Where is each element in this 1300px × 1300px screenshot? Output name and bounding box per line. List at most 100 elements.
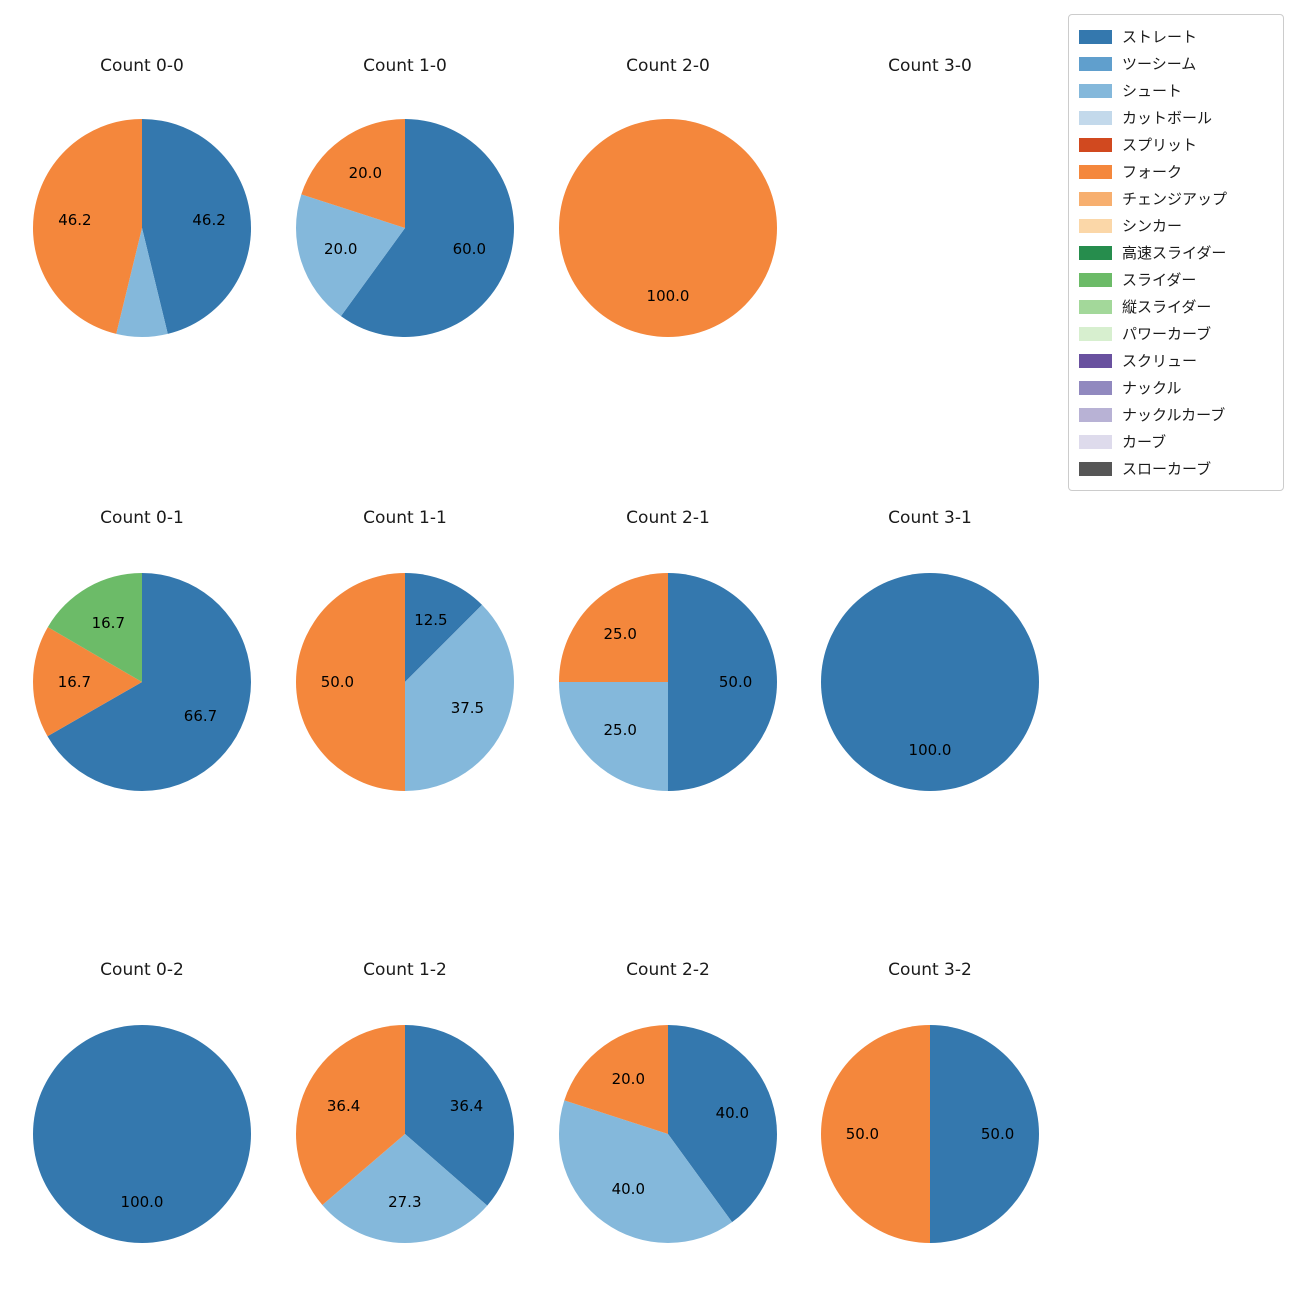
legend: ストレートツーシームシュートカットボール スプリットフォークチェンジアップ シンカー… xyxy=(1068,14,1284,491)
legend-label: ナックル xyxy=(1122,379,1182,397)
legend-item: 縦スライダー xyxy=(1079,293,1273,320)
pie-percent-label: 66.7 xyxy=(183,706,218,725)
legend-label: シュート xyxy=(1122,82,1183,100)
legend-item: ツーシーム xyxy=(1079,50,1273,77)
pie-slice-ストレート xyxy=(668,1025,777,1223)
pie-slice-フォーク xyxy=(32,119,142,334)
pie-slice-ストレート xyxy=(668,573,777,791)
legend-item: フォーク xyxy=(1079,158,1273,185)
legend-item: スライダー xyxy=(1079,266,1273,293)
legend-label: ナックルカーブ xyxy=(1122,406,1226,424)
pie-title: Count 3-2 xyxy=(888,960,972,980)
legend-label: スライダー xyxy=(1122,271,1197,289)
legend-swatch-icon xyxy=(1079,56,1112,71)
legend-item: ナックルカーブ xyxy=(1079,401,1273,428)
pie-title: Count 1-0 xyxy=(363,56,447,76)
legend-label: スクリュー xyxy=(1122,352,1198,370)
pie-percent-label: 25.0 xyxy=(603,625,637,644)
legend-swatch-icon xyxy=(1079,245,1112,260)
legend-item: ストレート xyxy=(1079,23,1273,50)
pie-title: Count 1-1 xyxy=(363,508,447,528)
pie-slice-ストレート xyxy=(930,1025,1039,1243)
pie-percent-label: 50.0 xyxy=(320,673,355,691)
pie-slice-フォーク xyxy=(296,1025,405,1206)
legend-label: スプリット xyxy=(1122,136,1198,154)
pie-title: Count 0-2 xyxy=(100,960,184,980)
legend-swatch-icon xyxy=(1079,137,1112,152)
pie-slice-シュート xyxy=(116,228,168,338)
pie-slice-ストレート xyxy=(405,573,483,682)
legend-item: カーブ xyxy=(1079,428,1273,455)
legend-swatch-icon xyxy=(1079,191,1112,206)
pie-slice-フォーク xyxy=(33,627,142,737)
legend-item: カットボール xyxy=(1079,104,1273,131)
pie-percent-label: 20.0 xyxy=(611,1070,645,1089)
legend-swatch-icon xyxy=(1079,434,1112,449)
pie-slice-フォーク xyxy=(296,573,405,791)
legend-swatch-icon xyxy=(1079,461,1112,476)
pie-slice-ストレート xyxy=(821,573,1039,791)
legend-item: スローカーブ xyxy=(1079,455,1273,482)
legend-swatch-icon xyxy=(1079,164,1112,179)
pie-percent-label: 20.0 xyxy=(348,164,382,183)
pie-title: Count 2-1 xyxy=(626,508,710,528)
pie-percent-label: 46.2 xyxy=(192,211,226,229)
pie-slice-ストレート xyxy=(33,1025,251,1243)
pie-slice-シュート xyxy=(559,682,668,791)
pie-slice-フォーク xyxy=(559,119,777,337)
legend-item: 高速スライダー xyxy=(1079,239,1273,266)
legend-swatch-icon xyxy=(1079,272,1112,287)
legend-label: 縦スライダー xyxy=(1122,298,1212,316)
pie-percent-label: 12.5 xyxy=(414,610,448,629)
legend-swatch-icon xyxy=(1079,83,1112,98)
pie-title: Count 0-0 xyxy=(100,56,184,76)
legend-label: スローカーブ xyxy=(1122,460,1212,478)
pie-slice-ストレート xyxy=(405,1025,514,1206)
legend-item: パワーカーブ xyxy=(1079,320,1273,347)
pie-percent-label: 50.0 xyxy=(980,1125,1015,1143)
legend-swatch-icon xyxy=(1079,326,1112,341)
legend-item: シンカー xyxy=(1079,212,1273,239)
legend-label: チェンジアップ xyxy=(1122,190,1228,208)
legend-swatch-icon xyxy=(1079,299,1112,314)
pie-slice-ストレート xyxy=(47,573,252,791)
legend-swatch-icon xyxy=(1079,407,1112,422)
legend-item: ナックル xyxy=(1079,374,1273,401)
legend-swatch-icon xyxy=(1079,380,1112,395)
pie-percent-label: 100.0 xyxy=(646,286,690,305)
pie-percent-label: 100.0 xyxy=(120,1192,164,1211)
pie-percent-label: 16.7 xyxy=(57,672,92,691)
legend-item: スプリット xyxy=(1079,131,1273,158)
pie-title: Count 3-1 xyxy=(888,508,972,528)
pie-title: Count 2-0 xyxy=(626,56,710,76)
legend-label: カットボール xyxy=(1122,109,1213,127)
pie-percent-label: 40.0 xyxy=(611,1179,645,1198)
pie-percent-label: 16.7 xyxy=(91,614,125,633)
pie-slice-フォーク xyxy=(821,1025,930,1243)
legend-swatch-icon xyxy=(1079,353,1112,368)
pie-slice-シュート xyxy=(558,1100,733,1244)
legend-label: シンカー xyxy=(1122,217,1183,235)
pie-percent-label: 36.4 xyxy=(326,1096,361,1115)
legend-item: スクリュー xyxy=(1079,347,1273,374)
legend-swatch-icon xyxy=(1079,110,1112,125)
pie-percent-label: 60.0 xyxy=(452,239,486,258)
pie-percent-label: 40.0 xyxy=(715,1104,749,1123)
legend-label: ツーシーム xyxy=(1122,55,1197,73)
legend-swatch-icon xyxy=(1079,218,1112,233)
pie-percent-label: 46.2 xyxy=(58,211,92,229)
pie-title: Count 0-1 xyxy=(100,508,184,528)
pie-slice-シュート xyxy=(322,1134,488,1243)
legend-label: 高速スライダー xyxy=(1122,244,1227,262)
pie-percent-label: 25.0 xyxy=(603,720,637,739)
pie-percent-label: 20.0 xyxy=(323,239,358,258)
pie-slice-ストレート xyxy=(142,119,252,334)
legend-label: パワーカーブ xyxy=(1122,325,1212,343)
legend-swatch-icon xyxy=(1079,29,1112,44)
legend-label: フォーク xyxy=(1122,163,1183,181)
legend-item: チェンジアップ xyxy=(1079,185,1273,212)
pie-slice-ストレート xyxy=(340,119,515,338)
legend-label: ストレート xyxy=(1122,28,1198,46)
